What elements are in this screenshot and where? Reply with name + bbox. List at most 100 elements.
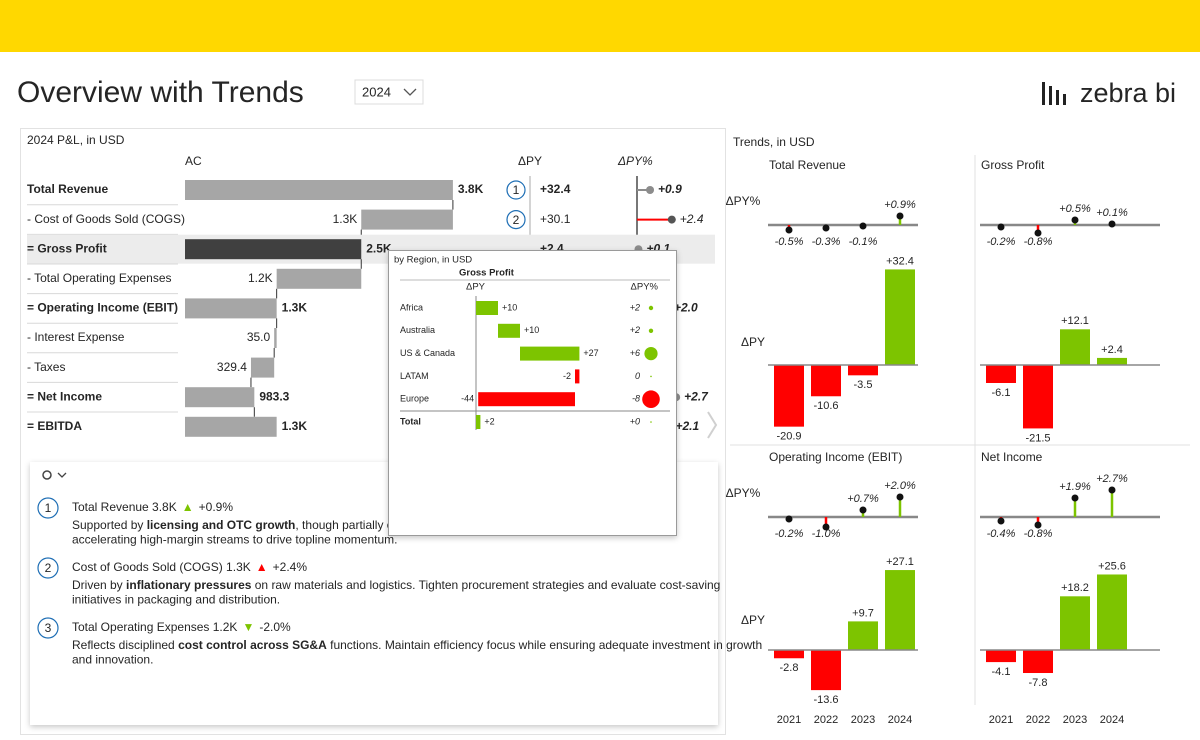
note-title: Total Operating Expenses 1.2K [72, 620, 237, 634]
popup-bar [478, 392, 575, 407]
trend-bar [986, 365, 1016, 383]
trend-bar-label: -20.9 [776, 431, 801, 443]
note-text: Supported by [72, 518, 147, 532]
popup-dpy-label: +10 [502, 302, 517, 312]
note-title: Total Revenue 3.8K [72, 500, 177, 514]
popup-row-label: Total [400, 416, 421, 426]
ac-bar [185, 387, 255, 408]
row-label: - Interest Expense [27, 330, 125, 344]
trend-pct-dot [822, 224, 830, 232]
note-arrow: ▼ [242, 620, 254, 634]
popup-pct-dot [648, 305, 654, 311]
dropdown-chevron[interactable] [403, 88, 417, 96]
trend-pct-label: +0.1% [1096, 207, 1128, 219]
note-line: Reflects disciplined cost control across… [72, 638, 762, 652]
row-label: - Cost of Goods Sold (COGS) [27, 212, 185, 226]
row-label: = Gross Profit [27, 241, 107, 255]
ac-label: 1.3K [333, 212, 358, 226]
trend-year: 2021 [989, 714, 1013, 726]
comment-marker-number: 1 [513, 183, 520, 197]
note-delta: -2.0% [259, 620, 291, 634]
popup-pct-dot [650, 375, 652, 378]
trend-year: 2023 [1063, 714, 1087, 726]
trend-pct-label: -0.4% [987, 528, 1016, 540]
trend-pct-label: +1.9% [1059, 481, 1091, 493]
dpy-pct-label: +2.1 [675, 419, 699, 433]
trend-pct-dot [1071, 494, 1079, 502]
trend-row-label: ΔPY [741, 335, 765, 349]
popup-row-label: Africa [400, 302, 423, 312]
trend-year: 2022 [814, 714, 838, 726]
ac-bar [361, 209, 453, 230]
trend-pct-label: +2.7% [1096, 473, 1128, 485]
popup-pct-label: +0 [630, 416, 640, 426]
trend-pct-dot [785, 515, 793, 523]
trend-bar-label: -2.8 [780, 662, 799, 674]
trend-title: Total Revenue [769, 158, 846, 172]
popup-dpy-label: +10 [524, 325, 539, 335]
trend-bar-label: -21.5 [1025, 432, 1050, 444]
trend-pct-label: +2.0% [884, 480, 916, 492]
note-heading: Cost of Goods Sold (COGS) 1.3K ▲ +2.4% [72, 560, 307, 574]
trend-pct-dot [859, 222, 867, 230]
settings-chevron[interactable] [57, 472, 67, 478]
trend-title: Gross Profit [981, 158, 1045, 172]
popup-dpy-label: -44 [461, 394, 474, 404]
popup-pct-label: 0 [635, 371, 640, 381]
trend-pct-dot [1034, 229, 1042, 237]
year-dropdown[interactable]: 2024 [354, 79, 424, 105]
note-title: Cost of Goods Sold (COGS) 1.3K [72, 560, 251, 574]
trend-pct-label: -0.8% [1024, 528, 1053, 540]
trend-bar [774, 650, 804, 659]
pl-title: 2024 P&L, in USD [27, 133, 125, 147]
note-text: initiatives in packaging and distributio… [72, 593, 280, 607]
popup-measure: Gross Profit [459, 268, 515, 279]
trend-bar-label: -4.1 [992, 666, 1011, 678]
trend-bar-label: +25.6 [1098, 560, 1126, 572]
logo-bar [1056, 90, 1059, 105]
trend-pct-label: -0.3% [812, 236, 841, 248]
trend-pct-label: -0.8% [1024, 236, 1053, 248]
popup-dpy-label: +27 [583, 348, 598, 358]
popup-row-label: Australia [400, 325, 435, 335]
ac-label: 329.4 [217, 360, 247, 374]
comment-marker-number: 2 [513, 213, 520, 227]
trend-bar-label: -3.5 [854, 379, 873, 391]
ac-label: 983.3 [259, 389, 289, 403]
popup-row-label: LATAM [400, 371, 429, 381]
row-label: - Taxes [27, 360, 65, 374]
trend-bar [848, 365, 878, 376]
column-header: AC [185, 154, 202, 168]
note-text: and innovation. [72, 653, 153, 667]
settings-icon[interactable] [42, 470, 52, 480]
dpy-label: +32.4 [540, 182, 571, 196]
dpy-pct-label: +2.0 [674, 301, 698, 315]
ac-bar [274, 328, 277, 348]
trend-pct-dot [896, 212, 904, 220]
popup-pct-dot [648, 328, 654, 333]
dropdown-box[interactable] [354, 79, 424, 105]
trend-row-label: ΔPY [741, 613, 765, 627]
note-arrow: ▲ [182, 500, 194, 514]
ac-label: 3.8K [458, 182, 484, 196]
next-chevron[interactable] [707, 411, 718, 439]
trend-bar [811, 365, 841, 397]
dpy-pct-label: +2.7 [684, 389, 709, 403]
ac-bar [250, 357, 275, 378]
row-label: - Total Operating Expenses [27, 271, 172, 285]
page-title: Overview with Trends [17, 76, 304, 109]
popup-pct-dot [644, 347, 658, 361]
trend-pct-label: +0.5% [1059, 203, 1091, 215]
column-header: ΔPY [518, 154, 542, 168]
trend-pct-dot [1034, 521, 1042, 529]
ac-bar [185, 298, 277, 319]
note-number: 2 [45, 561, 52, 575]
trend-bar-label: -13.6 [813, 694, 838, 706]
dropdown-value[interactable]: 2024 [362, 84, 391, 99]
popup-row-label: Europe [400, 394, 429, 404]
trends-title: Trends, in USD [733, 135, 815, 149]
popup-bar [575, 369, 580, 384]
popup-dpy-label: -2 [563, 371, 571, 381]
note-number-circle [37, 557, 59, 579]
